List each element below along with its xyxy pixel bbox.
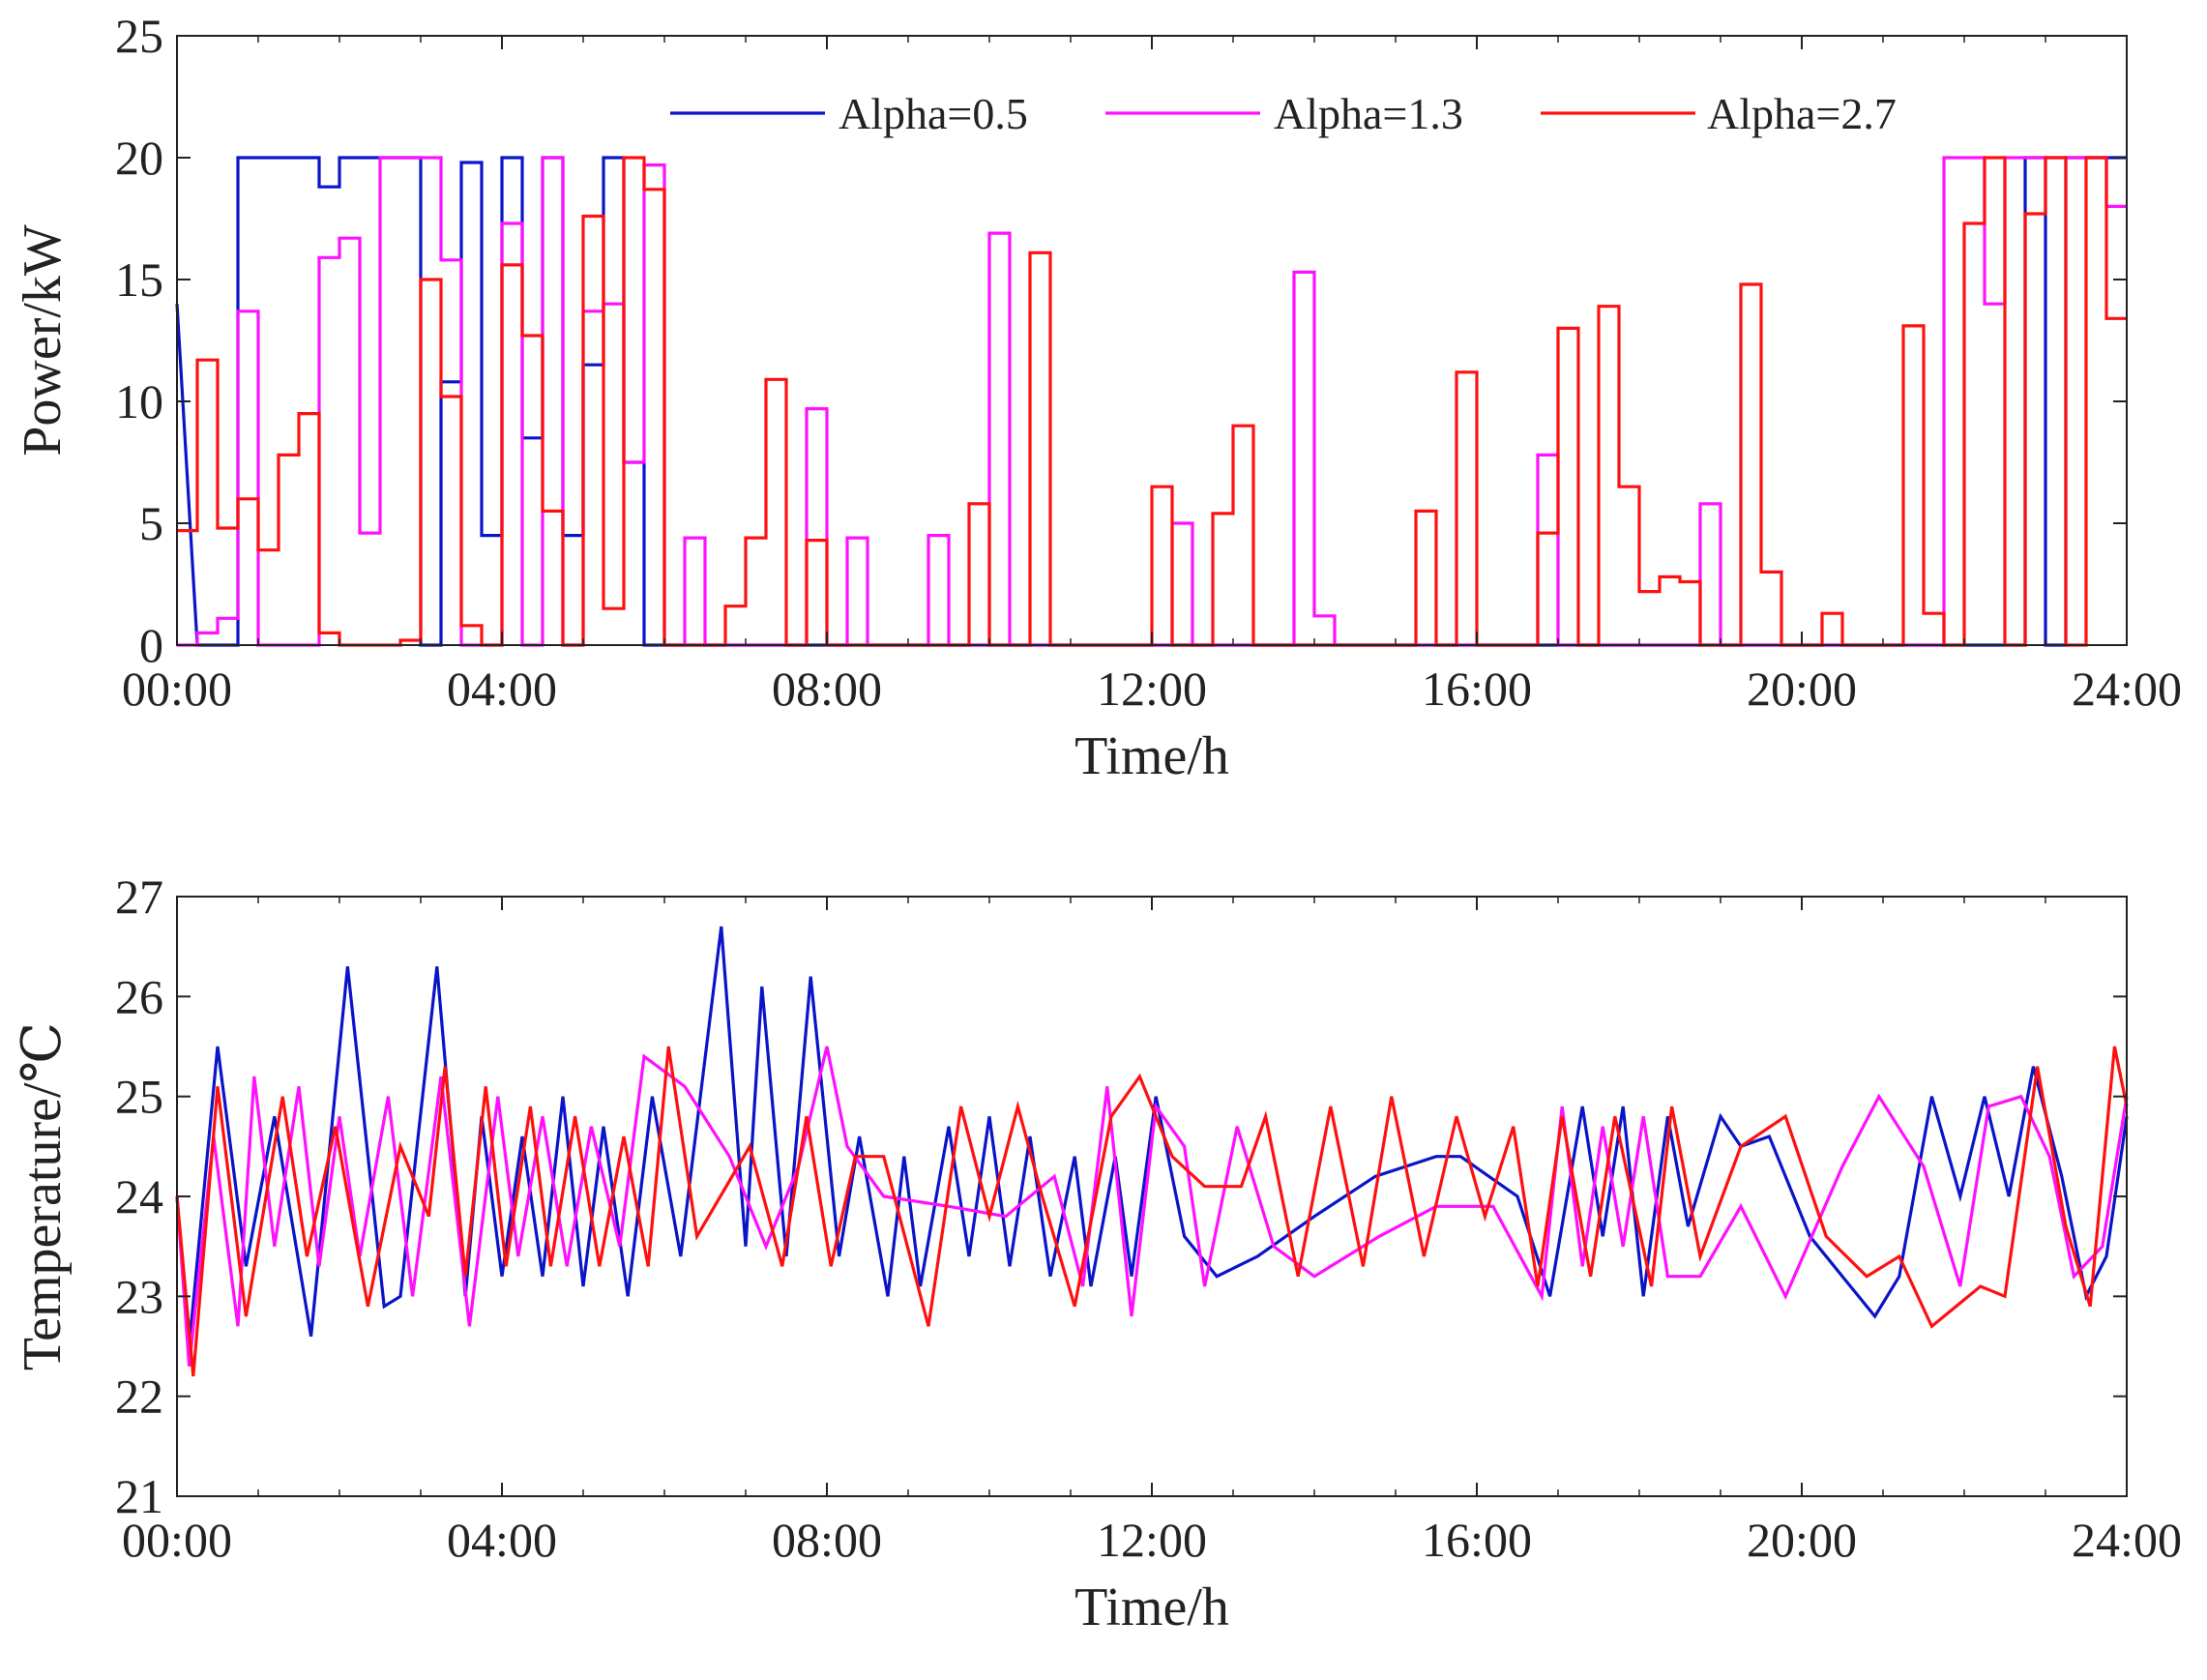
power-y-tick-label: 25 bbox=[115, 9, 163, 63]
temperature-series-line-3 bbox=[175, 1046, 2129, 1377]
power-x-tick-label: 08:00 bbox=[772, 662, 882, 716]
temperature-series-line-1 bbox=[175, 926, 2129, 1347]
temperature-x-tick-label: 00:00 bbox=[122, 1513, 232, 1567]
temperature-x-tick-label: 04:00 bbox=[447, 1513, 557, 1567]
temperature-y-tick-label: 23 bbox=[115, 1269, 163, 1323]
power-y-tick-label: 5 bbox=[139, 496, 163, 550]
temperature-y-tick-label: 22 bbox=[115, 1370, 163, 1424]
temperature-x-tick-label: 08:00 bbox=[772, 1513, 882, 1567]
temperature-x-tick-label: 12:00 bbox=[1097, 1513, 1207, 1567]
power-y-tick-label: 15 bbox=[115, 252, 163, 307]
temperature-y-tick-label: 21 bbox=[115, 1469, 163, 1523]
legend-label-3: Alpha=2.7 bbox=[1707, 89, 1897, 138]
temperature-y-tick-label: 27 bbox=[115, 869, 163, 924]
power-x-tick-label: 24:00 bbox=[2072, 662, 2182, 716]
power-x-axis-title: Time/h bbox=[1074, 726, 1229, 786]
temperature-series-line-2 bbox=[175, 1046, 2129, 1367]
power-y-tick-label: 20 bbox=[115, 131, 163, 185]
power-y-tick-label: 10 bbox=[115, 374, 163, 428]
legend-label-1: Alpha=0.5 bbox=[839, 89, 1028, 138]
temperature-x-tick-label: 16:00 bbox=[1422, 1513, 1532, 1567]
temperature-plot-frame bbox=[176, 896, 2128, 1497]
power-x-tick-label: 00:00 bbox=[122, 662, 232, 716]
power-series-line-3 bbox=[177, 156, 2127, 647]
temperature-y-axis-title: Temperature/℃ bbox=[13, 1022, 73, 1371]
temperature-x-tick-label: 20:00 bbox=[1747, 1513, 1857, 1567]
power-y-axis-title: Power/kW bbox=[13, 224, 73, 457]
power-y-tick-label: 0 bbox=[139, 618, 163, 672]
power-x-tick-label: 20:00 bbox=[1747, 662, 1857, 716]
legend-label-2: Alpha=1.3 bbox=[1274, 89, 1463, 138]
temperature-y-tick-label: 26 bbox=[115, 969, 163, 1023]
temperature-y-tick-label: 24 bbox=[115, 1169, 163, 1223]
power-x-tick-label: 04:00 bbox=[447, 662, 557, 716]
temperature-x-tick-label: 24:00 bbox=[2072, 1513, 2182, 1567]
power-x-tick-label: 16:00 bbox=[1422, 662, 1532, 716]
power-x-tick-label: 12:00 bbox=[1097, 662, 1207, 716]
temperature-x-axis-title: Time/h bbox=[1074, 1577, 1229, 1637]
temperature-y-tick-label: 25 bbox=[115, 1070, 163, 1124]
